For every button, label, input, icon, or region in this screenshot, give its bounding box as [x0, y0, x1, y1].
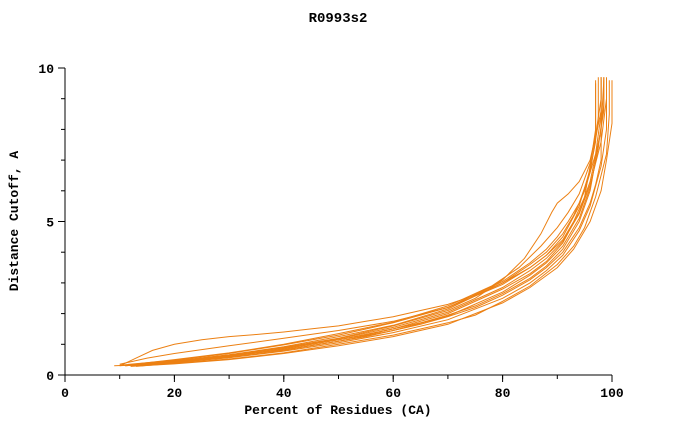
model-line: [119, 77, 602, 367]
x-tick-label: 0: [61, 386, 69, 401]
model-line: [130, 80, 607, 367]
x-tick-label: 20: [167, 386, 183, 401]
y-tick-label: 0: [46, 369, 54, 384]
y-tick-label: 10: [38, 62, 54, 77]
x-tick-label: 100: [600, 386, 624, 401]
model-line: [125, 77, 605, 367]
model-line: [130, 80, 613, 367]
series-lines: [114, 77, 613, 367]
y-axis-label: Distance Cutoff, A: [7, 151, 22, 292]
model-line: [125, 77, 602, 366]
model-line: [136, 80, 610, 367]
y-tick-label: 5: [46, 216, 54, 231]
axes: 0 20 40 60 80 100 0 5 10: [38, 62, 624, 401]
x-tick-label: 60: [385, 386, 401, 401]
x-tick-label: 40: [276, 386, 292, 401]
x-axis-label: Percent of Residues (CA): [244, 403, 431, 418]
x-tick-label: 80: [495, 386, 511, 401]
model-line: [125, 77, 602, 367]
model-line: [130, 80, 605, 367]
chart-title: R0993s2: [309, 11, 368, 27]
model-line: [119, 80, 597, 367]
model-line: [141, 77, 605, 367]
model-line: [119, 83, 597, 365]
model-line: [136, 77, 607, 367]
